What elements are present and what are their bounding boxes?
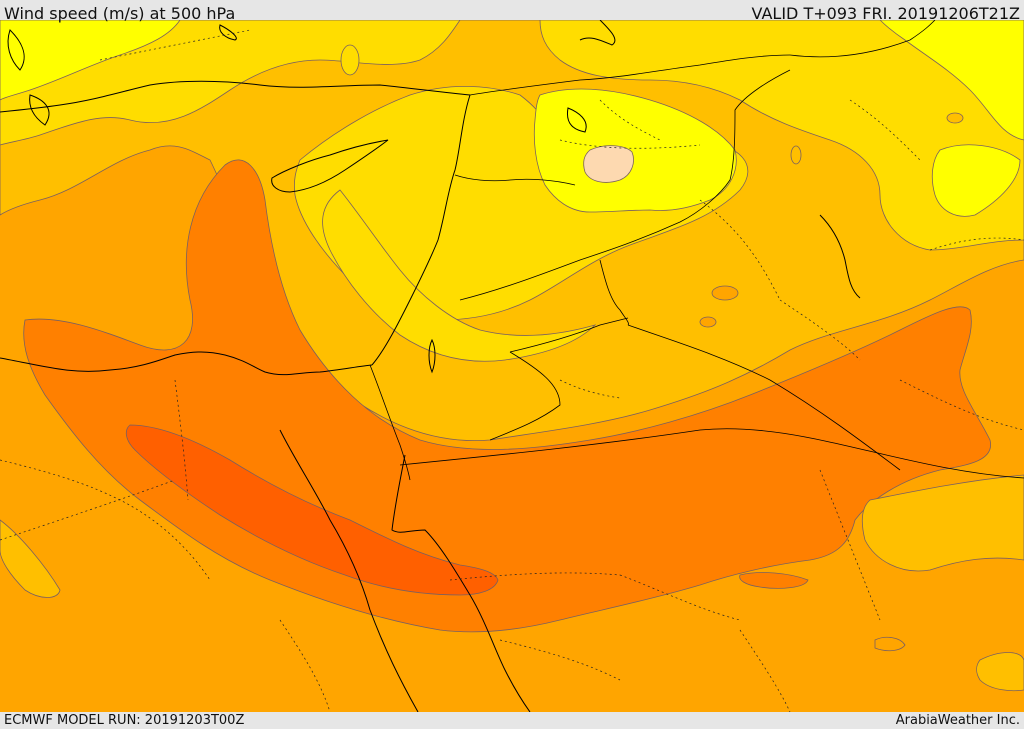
band-light-orange-west-patch [0,519,61,598]
wind-speed-map[interactable] [0,20,1024,712]
country-borders [369,20,1024,481]
map-footer: ECMWF MODEL RUN: 20191203T00Z ArabiaWeat… [0,712,1024,729]
patch-oval-5 [790,145,802,165]
peak-minimum-core [583,145,634,183]
model-run: ECMWF MODEL RUN: 20191203T00Z [4,713,245,728]
band-yellow-top-left [0,20,181,101]
patch-oval-4 [946,112,964,124]
coastlines [0,20,861,712]
patch-oval-2 [699,316,717,328]
map-canvas [0,20,1024,712]
admin-borders [0,29,1024,712]
patch-oval-3 [340,44,360,76]
band-red-orange-core [125,424,499,596]
band-lt-yellow-northeast [879,20,1024,141]
band-orange-small-patch [874,636,906,652]
band-yellow-levant-inner [322,189,597,362]
patch-oval-1 [711,285,739,301]
band-lt-yellow-east-patch [931,144,1021,217]
band-dark-orange-lobe [739,572,809,589]
band-light-orange-south [861,474,1024,572]
credit: ArabiaWeather Inc. [895,713,1020,728]
band-yellow-southeast-patch [976,652,1024,692]
